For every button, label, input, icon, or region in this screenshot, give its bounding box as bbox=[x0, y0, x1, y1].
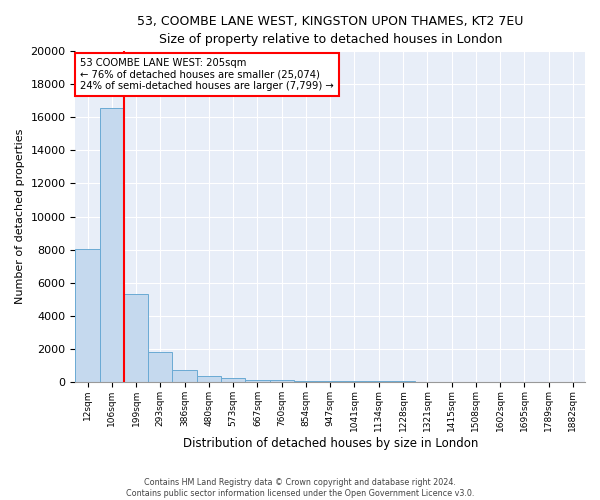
Bar bbox=[76, 248, 100, 382]
Bar bbox=[269, 380, 294, 382]
Bar bbox=[148, 352, 172, 382]
Bar bbox=[100, 108, 124, 382]
Title: 53, COOMBE LANE WEST, KINGSTON UPON THAMES, KT2 7EU
Size of property relative to: 53, COOMBE LANE WEST, KINGSTON UPON THAM… bbox=[137, 15, 523, 46]
X-axis label: Distribution of detached houses by size in London: Distribution of detached houses by size … bbox=[182, 437, 478, 450]
Bar bbox=[294, 381, 318, 382]
Y-axis label: Number of detached properties: Number of detached properties bbox=[15, 129, 25, 304]
Bar bbox=[221, 378, 245, 382]
Bar bbox=[197, 376, 221, 382]
Text: 53 COOMBE LANE WEST: 205sqm
← 76% of detached houses are smaller (25,074)
24% of: 53 COOMBE LANE WEST: 205sqm ← 76% of det… bbox=[80, 58, 334, 91]
Bar bbox=[245, 380, 269, 382]
Bar bbox=[318, 381, 343, 382]
Bar bbox=[172, 370, 197, 382]
Bar bbox=[124, 294, 148, 382]
Text: Contains HM Land Registry data © Crown copyright and database right 2024.
Contai: Contains HM Land Registry data © Crown c… bbox=[126, 478, 474, 498]
